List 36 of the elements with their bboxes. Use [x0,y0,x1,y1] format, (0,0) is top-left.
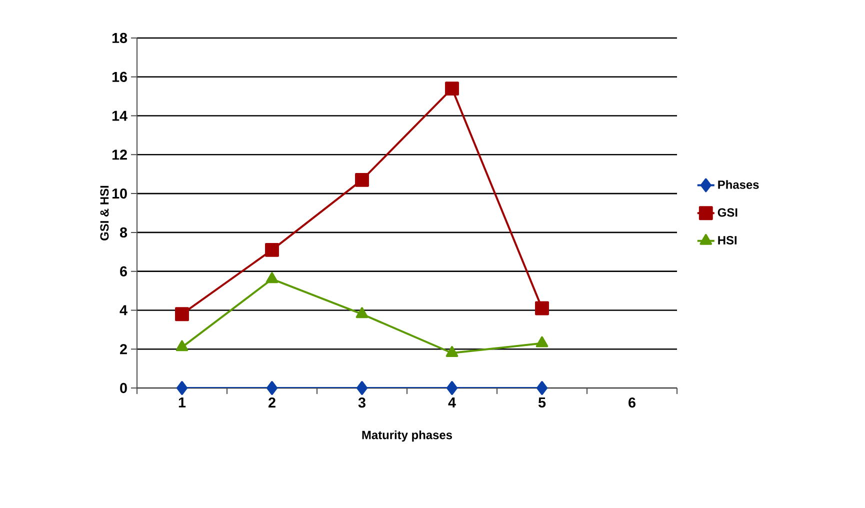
y-tick-label: 16 [112,72,127,82]
point [536,381,548,395]
x-tick-label: 1 [178,397,186,408]
point [266,272,278,284]
point [175,307,189,322]
x-tick-label: 3 [358,398,366,408]
point [356,307,368,318]
y-tick-label: 4 [120,305,128,316]
point [446,381,458,395]
legend-label: Phases [718,180,759,189]
point [176,340,188,352]
point [265,242,279,257]
x-tick-label: 4 [448,397,456,408]
x-axis-title: Maturity phases [362,430,452,442]
y-axis-title: GSI & HSI [100,186,109,240]
legend-label: HSI [718,236,737,244]
point [176,381,188,395]
point [536,336,548,348]
y-tick-label: 6 [120,266,127,276]
y-tick-label: 12 [112,150,127,160]
legend-label: GSI [718,208,738,217]
x-tick-label: 6 [628,398,636,408]
y-tick-label: 18 [112,32,128,44]
point [445,82,459,96]
point [535,301,549,316]
point [356,381,368,395]
y-tick-label: 2 [120,344,127,354]
y-tick-label: 8 [120,227,128,238]
point [355,172,369,187]
point [446,346,458,357]
y-tick-label: 0 [120,382,127,394]
point [266,381,278,395]
x-tick-label: 5 [538,397,546,408]
y-tick-label: 10 [112,188,127,199]
x-tick-label: 2 [268,398,276,408]
y-tick-label: 14 [112,110,128,121]
